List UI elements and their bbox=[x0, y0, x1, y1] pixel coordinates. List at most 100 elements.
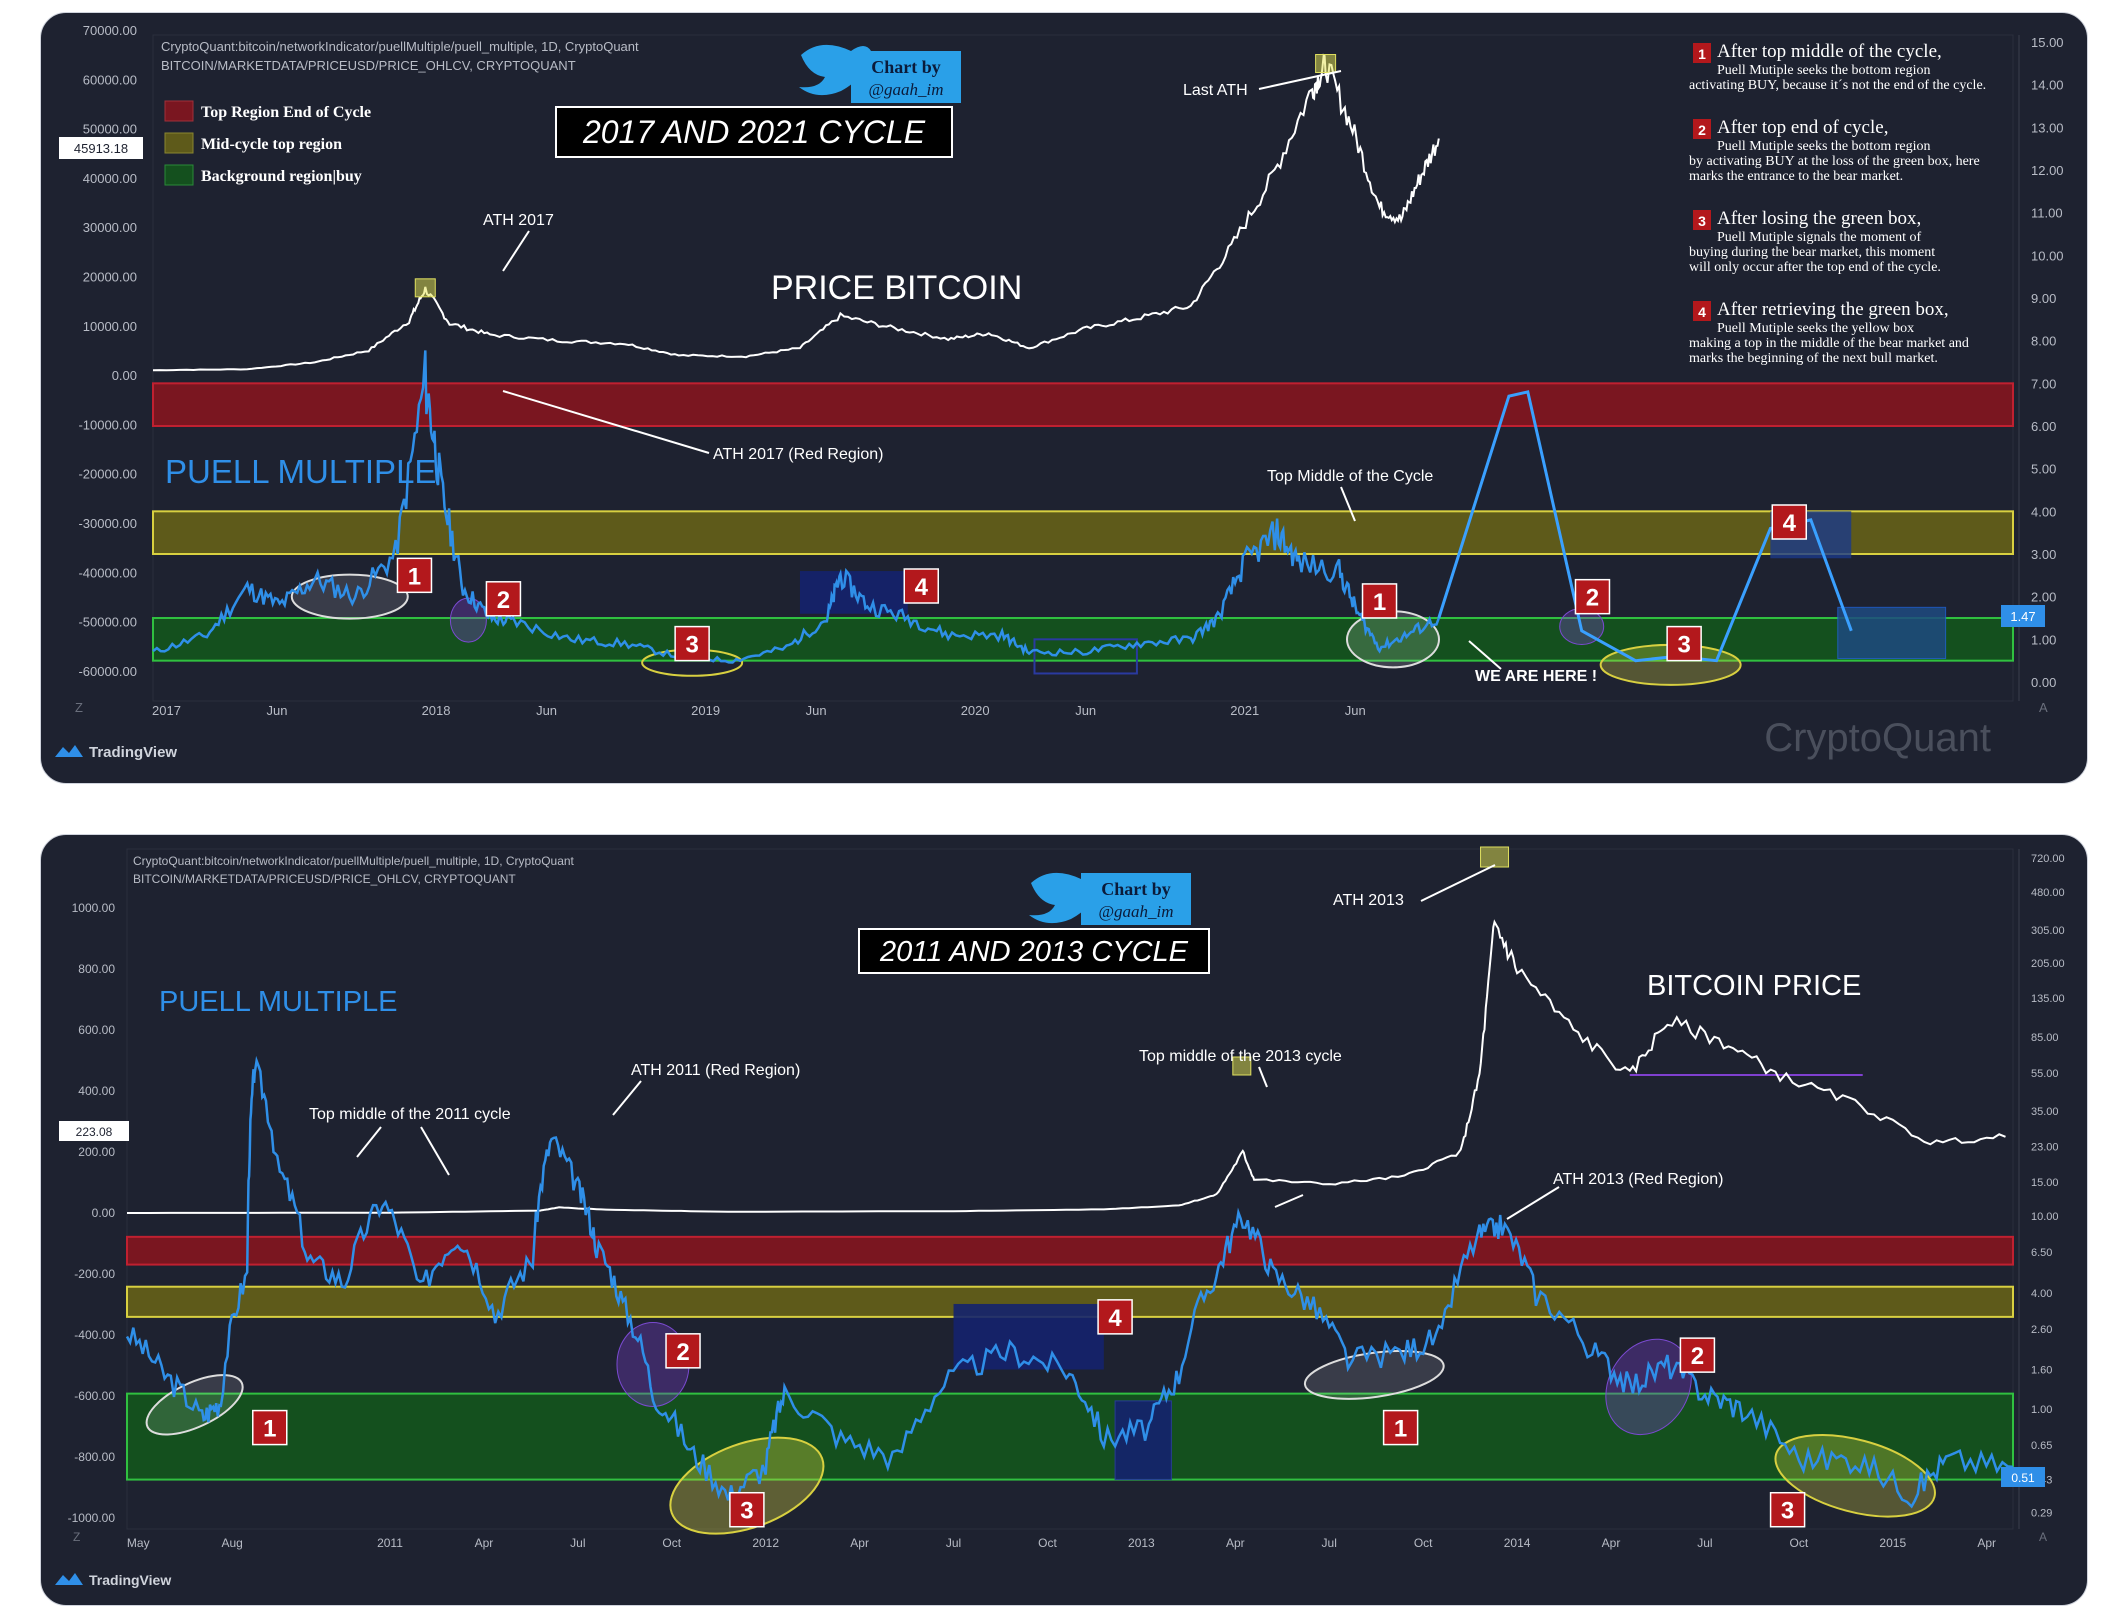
note-badge bbox=[1693, 301, 1711, 321]
right-axis-tick: 7.00 bbox=[2031, 376, 2056, 391]
right-axis-tick: 0.29 bbox=[2031, 1508, 2052, 1520]
step-badge-number: 3 bbox=[1781, 1498, 1794, 1525]
step-badge: 4 bbox=[1097, 1299, 1133, 1335]
step-badge: 3 bbox=[1666, 625, 1702, 662]
step-badge-box bbox=[1361, 583, 1398, 619]
left-axis-tick: 800.00 bbox=[78, 962, 115, 976]
legend-label-green: Background region|buy bbox=[201, 168, 362, 185]
left-axis-tick: -200.00 bbox=[74, 1267, 115, 1281]
arrow-ath-2011 bbox=[612, 1080, 642, 1116]
right-axis-tick: 6.50 bbox=[2031, 1247, 2052, 1259]
x-axis-tick: Jun bbox=[1345, 703, 1366, 718]
step-badge: 1 bbox=[1361, 583, 1398, 619]
current-value-left: 45913.18 bbox=[59, 137, 143, 159]
plot-frame bbox=[152, 34, 2014, 702]
note-line: marks the entrance to the bear market. bbox=[1689, 169, 1903, 184]
right-axis-tick: 480.00 bbox=[2031, 887, 2065, 899]
step-badge-box bbox=[903, 568, 940, 604]
x-axis-tick: 2020 bbox=[961, 703, 990, 718]
x-axis-tick: Oct bbox=[662, 1536, 681, 1550]
marker-ath-2017 bbox=[414, 278, 436, 298]
step-badge-number: 2 bbox=[1691, 1343, 1704, 1370]
left-axis-tick: 600.00 bbox=[78, 1023, 115, 1037]
puell-series-label: PUELL MULTIPLE bbox=[159, 986, 398, 1018]
highlight-ellipse bbox=[1774, 1434, 1936, 1518]
left-axis-tick: 400.00 bbox=[78, 1084, 115, 1098]
annotation-ath-2013: ATH 2013 bbox=[1333, 892, 1404, 909]
puell-series-line bbox=[125, 1055, 2014, 1509]
left-axis-tick: -30000.00 bbox=[78, 516, 137, 531]
arrow-last-ath bbox=[1258, 70, 1342, 90]
note-head: After retrieving the green box, bbox=[1717, 299, 1949, 320]
x-axis-tick: 2011 bbox=[377, 1536, 403, 1550]
legend-swatch-red bbox=[164, 100, 194, 122]
left-axis-tick: -1000.00 bbox=[68, 1511, 116, 1525]
note-number: 3 bbox=[1698, 213, 1706, 229]
left-axis-tick: 1000.00 bbox=[72, 901, 116, 915]
legend: Top Region End of Cycle Mid-cycle top re… bbox=[164, 100, 371, 186]
step-badge-box bbox=[1097, 1299, 1133, 1335]
x-axis-tick: 2018 bbox=[422, 703, 451, 718]
right-axis-tick: 12.00 bbox=[2031, 163, 2064, 178]
tradingview-brand[interactable]: TradingView bbox=[55, 1572, 171, 1588]
current-puell-value: 0.51 bbox=[2011, 1471, 2035, 1485]
step-badge-box bbox=[485, 581, 522, 617]
note-line: making a top in the middle of the bear m… bbox=[1689, 336, 1969, 351]
chart-panel-2011-2013: 1000.00 800.00 600.00 400.00 200.00 0.00 -200.… bbox=[40, 834, 2088, 1606]
right-axis-tick: 5.00 bbox=[2031, 462, 2056, 477]
step-badge-number: 3 bbox=[1677, 632, 1690, 659]
marker-top-middle-2013 bbox=[1232, 1056, 1252, 1076]
legend-swatch-yellow bbox=[164, 132, 194, 154]
chart-title: 2011 AND 2013 CYCLE bbox=[879, 936, 1189, 968]
left-axis-tick: 50000.00 bbox=[83, 122, 137, 137]
left-axis-tick: -40000.00 bbox=[78, 565, 137, 580]
note-number: 4 bbox=[1698, 304, 1706, 320]
x-axis-tick: Oct bbox=[1790, 1536, 1809, 1550]
arrow-ath-red bbox=[502, 390, 710, 454]
current-value-right: 1.47 bbox=[2001, 605, 2045, 627]
arrow-we-are-here bbox=[1468, 640, 1502, 670]
band-mid-cycle bbox=[152, 510, 2014, 556]
step-badge-box bbox=[674, 625, 710, 662]
right-axis-tick: 1.00 bbox=[2031, 632, 2056, 647]
annotation-top-middle: Top Middle of the Cycle bbox=[1267, 468, 1433, 485]
note-head: After losing the green box, bbox=[1717, 208, 1921, 229]
note-line: Puell Mutiple seeks the bottom region bbox=[1717, 139, 1930, 154]
step-badge-number: 2 bbox=[676, 1339, 689, 1366]
right-axis-tick: 23.00 bbox=[2031, 1141, 2059, 1153]
step-badge: 2 bbox=[1574, 578, 1611, 615]
tradingview-brand[interactable]: TradingView bbox=[55, 744, 177, 761]
left-axis-tick: -50000.00 bbox=[78, 615, 137, 630]
arrow-top-middle-2013 bbox=[1258, 1066, 1268, 1088]
chart-2011-2013: 1000.00 800.00 600.00 400.00 200.00 0.00 -200.… bbox=[55, 846, 2065, 1588]
price-series-line bbox=[127, 919, 2006, 1214]
x-axis-tick: 2019 bbox=[691, 703, 720, 718]
credit-badge: Chart by @gaah_im bbox=[799, 44, 961, 103]
right-axis-tick: 55.00 bbox=[2031, 1068, 2059, 1080]
tradingview-icon bbox=[55, 1573, 83, 1585]
x-axis-tick: 2014 bbox=[1504, 1536, 1531, 1550]
x-axis-tick: 2013 bbox=[1128, 1536, 1155, 1550]
step-badge-box bbox=[1574, 578, 1611, 615]
right-axis-tick: 11.00 bbox=[2031, 206, 2063, 221]
chart-title-box: 2011 AND 2013 CYCLE bbox=[858, 928, 1210, 974]
right-axis-tick: 1.60 bbox=[2031, 1365, 2052, 1377]
step-badge-number: 3 bbox=[740, 1498, 753, 1525]
annotation-ath-2017: ATH 2017 bbox=[483, 212, 554, 229]
right-axis-tick: 6.00 bbox=[2031, 419, 2056, 434]
current-price-value: 45913.18 bbox=[74, 141, 128, 156]
accumulation-box bbox=[1033, 638, 1138, 675]
highlight-ellipse bbox=[1303, 1350, 1445, 1400]
credit-line-2: @gaah_im bbox=[868, 80, 943, 99]
left-axis-tick: 200.00 bbox=[78, 1145, 115, 1159]
axis-corner-left: Z bbox=[73, 1530, 80, 1544]
credit-line-1: Chart by bbox=[1101, 879, 1171, 899]
puell-series-line bbox=[152, 350, 1440, 664]
x-axis-tick: Jun bbox=[1075, 703, 1096, 718]
right-axis-tick: 4.00 bbox=[2031, 504, 2056, 519]
right-axis-tick: 2.00 bbox=[2031, 590, 2056, 605]
left-axis-tick: 10000.00 bbox=[83, 319, 137, 334]
price-series-label: BITCOIN PRICE bbox=[1647, 970, 1861, 1002]
left-axis-tick: 40000.00 bbox=[83, 171, 137, 186]
source-line-2: BITCOIN/MARKETDATA/PRICEUSD/PRICE_OHLCV,… bbox=[161, 58, 576, 73]
